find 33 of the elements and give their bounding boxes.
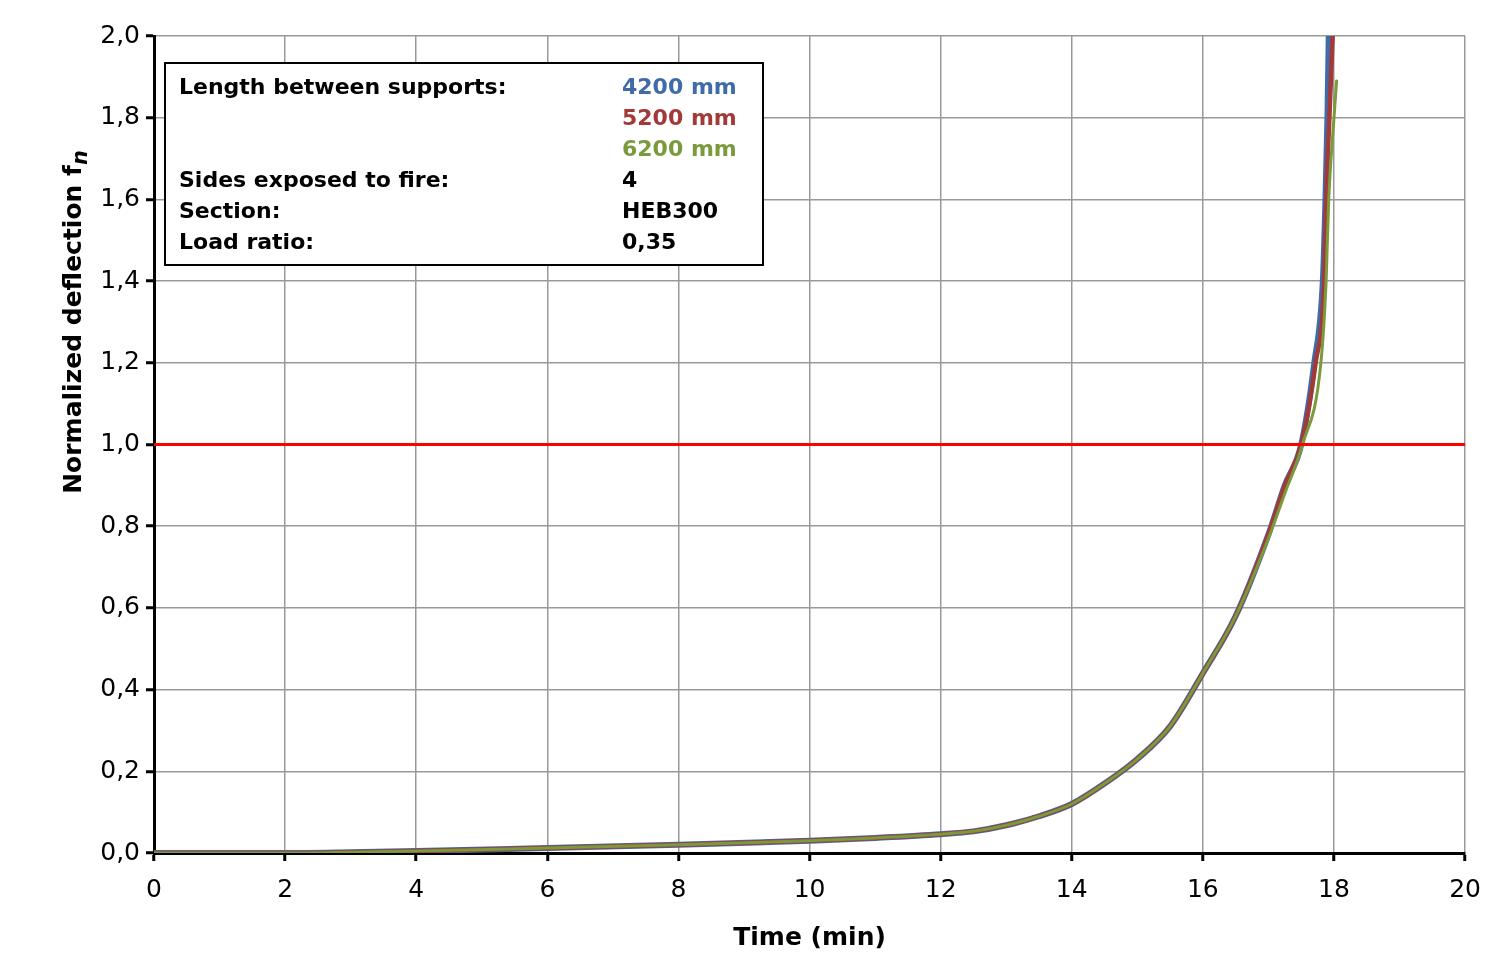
- y-tick-label: 1,2: [100, 346, 140, 376]
- text: 6200 mm: [622, 136, 738, 161]
- y-tick-label: 0,2: [100, 754, 140, 784]
- annotation: HEB300: [622, 198, 720, 223]
- x-tick-label: 14: [1055, 873, 1088, 903]
- annotation: Sides exposed to fire:: [179, 167, 451, 192]
- annotation: 0,35: [622, 229, 678, 254]
- x-axis-title: Time (min): [733, 921, 886, 951]
- y-tick-label: 0,0: [100, 836, 140, 866]
- legend-title: Length between supports:: [179, 74, 508, 99]
- y-tick-label: 0,6: [100, 591, 140, 621]
- y-tick-label: 1,6: [100, 182, 140, 212]
- annotation: 4: [622, 167, 639, 192]
- y-tick-label: 1,4: [100, 264, 140, 294]
- x-tick-label: 8: [670, 873, 687, 903]
- y-tick-label: 0,8: [100, 509, 140, 539]
- y-tick-label: 1,0: [100, 428, 140, 457]
- x-tick-label: 20: [1449, 873, 1481, 903]
- annotation: Section:: [179, 198, 282, 223]
- x-tick-label: 18: [1318, 873, 1350, 903]
- x-tick-label: 0: [146, 873, 162, 903]
- x-tick-label: 10: [793, 873, 826, 903]
- x-tick-label: 2: [277, 873, 294, 903]
- y-tick-label: 0,4: [100, 673, 140, 703]
- x-tick-label: 12: [924, 873, 957, 903]
- text: 4200 mm: [622, 74, 738, 99]
- x-tick-label: 4: [408, 873, 425, 903]
- annotation: Load ratio:: [179, 229, 316, 254]
- text: 5200 mm: [622, 105, 738, 130]
- x-tick-label: 6: [539, 873, 556, 903]
- y-tick-label: 2,0: [100, 19, 140, 49]
- x-tick-label: 16: [1186, 873, 1219, 903]
- y-tick-label: 1,8: [100, 101, 140, 131]
